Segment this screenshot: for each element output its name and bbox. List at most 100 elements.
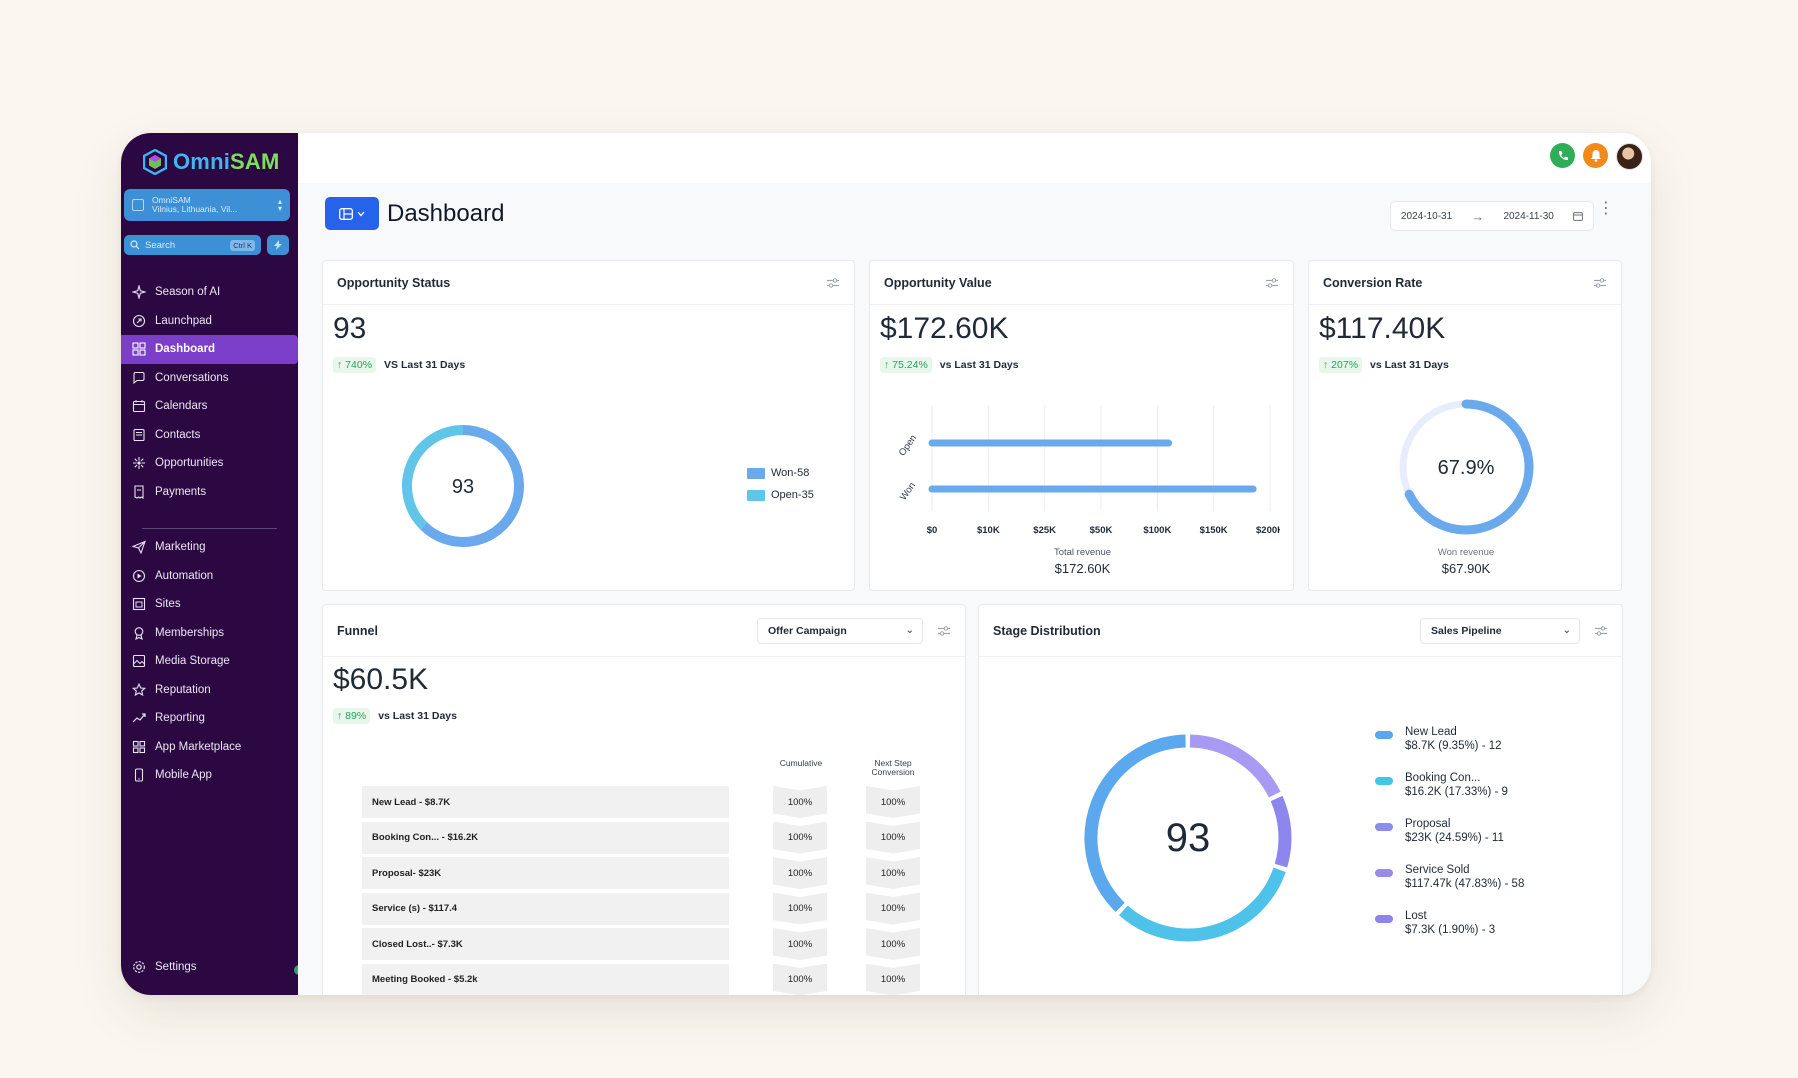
filter-icon[interactable] (1265, 277, 1279, 289)
more-options-icon[interactable]: ⋮ (1598, 200, 1614, 217)
filter-icon[interactable] (1593, 277, 1607, 289)
legend-swatch (1375, 869, 1393, 877)
delta-compare: VS Last 31 Days (384, 359, 466, 371)
legend-stage-detail: $8.7K (9.35%) - 12 (1405, 740, 1502, 753)
legend-item[interactable]: New Lead $8.7K (9.35%) - 12 (1375, 725, 1524, 771)
calendar-icon (1573, 212, 1583, 221)
column-header-next-step: Next Step Conversion (871, 758, 915, 777)
brand-logo[interactable]: OmniSAM (143, 149, 280, 175)
mobile-icon (134, 768, 144, 782)
building-icon (132, 199, 144, 211)
next-step-cell: 100% (866, 963, 920, 995)
delta-compare: vs Last 31 Days (378, 710, 457, 722)
arrow-right-icon: → (1471, 208, 1485, 224)
filter-icon[interactable] (1594, 625, 1608, 637)
date-range-picker[interactable]: 2024-10-31 → 2024-11-30 (1390, 201, 1594, 231)
legend-swatch (747, 489, 765, 501)
legend-item[interactable]: Proposal $23K (24.59%) - 11 (1375, 817, 1524, 863)
cumulative-cell: 100% (773, 928, 827, 960)
sidebar-item-reporting[interactable]: Reporting (121, 704, 298, 733)
sidebar-item-sites[interactable]: Sites (121, 590, 298, 619)
sidebar-item-opportunities[interactable]: Opportunities (121, 449, 298, 478)
cumulative-cell: 100% (773, 821, 827, 854)
kpi-value: $60.5K (333, 663, 429, 696)
delta-chip: ↑ 89% (333, 708, 371, 724)
chat-icon (133, 371, 145, 384)
sidebar-item-dashboard[interactable]: Dashboard (121, 335, 298, 364)
delta-chip: ↑ 207% (1319, 357, 1363, 373)
sidebar-item-payments[interactable]: Payments (121, 478, 298, 507)
sidebar-item-settings[interactable]: Settings (121, 953, 298, 982)
search-input[interactable]: Search Ctrl K (124, 235, 261, 255)
filter-icon[interactable] (937, 625, 951, 637)
sidebar-item-label: Payments (155, 485, 207, 498)
donut-legend: Won-58 Open-35 (747, 462, 814, 506)
conversion-rate-card: Conversion Rate $117.40K ↑ 207% vs Last … (1308, 260, 1622, 591)
user-avatar[interactable] (1616, 143, 1643, 170)
campaign-select[interactable]: Offer Campaign ⌄ (757, 617, 923, 644)
sidebar-item-label: Automation (155, 569, 214, 582)
sidebar-item-mobile-app[interactable]: Mobile App (121, 761, 298, 790)
sidebar-item-season-of-ai[interactable]: Season of AI (121, 278, 298, 307)
legend-stage-name: New Lead (1405, 726, 1457, 738)
kpi-value: $117.40K (1319, 312, 1446, 345)
sidebar-item-media-storage[interactable]: Media Storage (121, 647, 298, 676)
sidebar-item-calendars[interactable]: Calendars (121, 392, 298, 421)
funnel-stage-row: Booking Con... - $16.2K (362, 821, 729, 854)
phone-button[interactable] (1550, 143, 1575, 168)
next-step-cell: 100% (866, 857, 920, 889)
opportunity-status-card: Opportunity Status 93 ↑ 740% VS Last 31 … (322, 260, 855, 591)
date-to: 2024-11-30 (1503, 210, 1554, 222)
kpi-delta: ↑ 207% vs Last 31 Days (1319, 357, 1449, 373)
main-content: Dashboard 2024-10-31 → 2024-11-30 ⋮ Oppo… (298, 133, 1651, 995)
sidebar-item-label: Sites (155, 598, 181, 611)
donut-center-value: 93 (452, 476, 474, 498)
legend-item[interactable]: Won-58 (747, 462, 814, 484)
sidebar-item-label: Dashboard (155, 343, 216, 356)
location-address: Vilnius, Lithuania, Vil... (152, 205, 238, 214)
legend-stage-name: Service Sold (1405, 864, 1470, 876)
search-placeholder: Search (145, 239, 176, 251)
page-header: Dashboard (325, 197, 504, 230)
pipeline-select[interactable]: Sales Pipeline ⌄ (1420, 617, 1580, 644)
page-title: Dashboard (387, 199, 505, 227)
rocket-icon (132, 314, 146, 327)
donut-slice-service-sold (1189, 734, 1281, 798)
legend-label: Open-35 (771, 489, 814, 501)
sidebar-item-conversations[interactable]: Conversations (121, 364, 298, 393)
apps-icon (132, 740, 146, 753)
sidebar-item-label: Settings (155, 960, 197, 973)
cumulative-cell: 100% (773, 786, 827, 818)
notifications-button[interactable] (1583, 143, 1608, 168)
x-tick-label: $200K (1256, 525, 1280, 536)
sidebar-item-label: Reputation (155, 683, 211, 696)
sidebar-item-reputation[interactable]: Reputation (121, 676, 298, 705)
location-switcher[interactable]: OmniSAM Vilnius, Lithuania, Vil... ▴ ▾ (124, 189, 290, 221)
sidebar-item-marketing[interactable]: Marketing (121, 533, 298, 562)
sidebar-item-automation[interactable]: Automation (121, 562, 298, 591)
sidebar: OmniSAM OmniSAM Vilnius, Lithuania, Vil.… (121, 133, 304, 995)
funnel-stage-row: Meeting Booked - $5.2k (362, 963, 729, 995)
donut-slice-new-lead (1084, 734, 1186, 913)
legend-item[interactable]: Booking Con... $16.2K (17.33%) - 9 (1375, 771, 1524, 817)
location-name: OmniSAM (152, 196, 191, 205)
sidebar-item-memberships[interactable]: Memberships (121, 619, 298, 648)
quick-action-button[interactable] (267, 235, 289, 255)
donut-center-value: 93 (1166, 816, 1211, 860)
filter-icon[interactable] (826, 277, 840, 289)
next-step-cell: 100% (866, 821, 920, 854)
donut-slice-won (420, 425, 524, 547)
sparkle-icon (132, 285, 146, 300)
date-from: 2024-10-31 (1401, 210, 1453, 222)
card-title: Opportunity Status (337, 275, 451, 290)
cumulative-cell: 100% (773, 963, 827, 995)
legend-item[interactable]: Open-35 (747, 484, 814, 506)
x-tick-label: $25K (1033, 525, 1056, 536)
view-switcher-button[interactable] (325, 197, 379, 230)
legend-item[interactable]: Service Sold $117.47k (47.83%) - 58 (1375, 863, 1524, 909)
delta-chip: ↑ 740% (333, 357, 377, 373)
sidebar-item-contacts[interactable]: Contacts (121, 421, 298, 450)
sidebar-item-app-marketplace[interactable]: App Marketplace (121, 733, 298, 762)
legend-item[interactable]: Lost $7.3K (1.90%) - 3 (1375, 909, 1524, 955)
sidebar-item-launchpad[interactable]: Launchpad (121, 307, 298, 336)
